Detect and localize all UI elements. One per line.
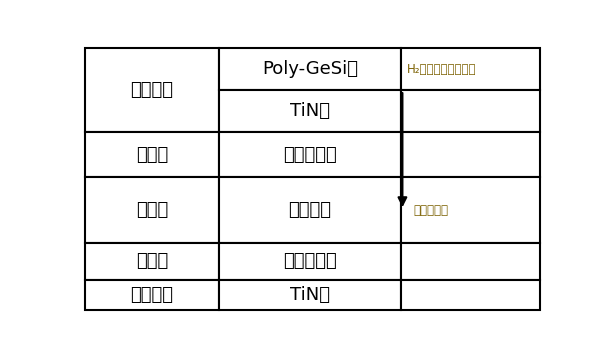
Text: 处理层: 处理层 (136, 146, 168, 164)
Text: H₂往介质层方向扩散: H₂往介质层方向扩散 (407, 63, 477, 75)
Polygon shape (85, 280, 218, 310)
Polygon shape (402, 177, 540, 243)
Text: 处理层: 处理层 (136, 252, 168, 270)
Text: 界面处理层: 界面处理层 (283, 252, 337, 270)
Polygon shape (218, 90, 402, 132)
Text: 发生氧空位: 发生氧空位 (413, 204, 448, 217)
Polygon shape (85, 48, 218, 132)
Polygon shape (402, 280, 540, 310)
Text: 介质层: 介质层 (136, 201, 168, 219)
Text: 多介质层: 多介质层 (289, 201, 332, 219)
Text: 底部电极: 底部电极 (130, 286, 173, 304)
Polygon shape (218, 177, 402, 243)
Text: Poly-GeSi层: Poly-GeSi层 (262, 60, 358, 78)
Text: TiN层: TiN层 (290, 286, 330, 304)
Polygon shape (218, 243, 402, 280)
Text: 顶部电极: 顶部电极 (130, 81, 173, 99)
Polygon shape (402, 132, 540, 177)
Polygon shape (402, 48, 540, 90)
Polygon shape (402, 90, 540, 132)
Polygon shape (218, 280, 402, 310)
Polygon shape (85, 132, 218, 177)
Polygon shape (218, 48, 402, 90)
Polygon shape (85, 243, 218, 280)
Text: 界面处理层: 界面处理层 (283, 146, 337, 164)
Polygon shape (218, 132, 402, 177)
Polygon shape (85, 177, 218, 243)
Text: TiN层: TiN层 (290, 102, 330, 120)
Polygon shape (402, 243, 540, 280)
